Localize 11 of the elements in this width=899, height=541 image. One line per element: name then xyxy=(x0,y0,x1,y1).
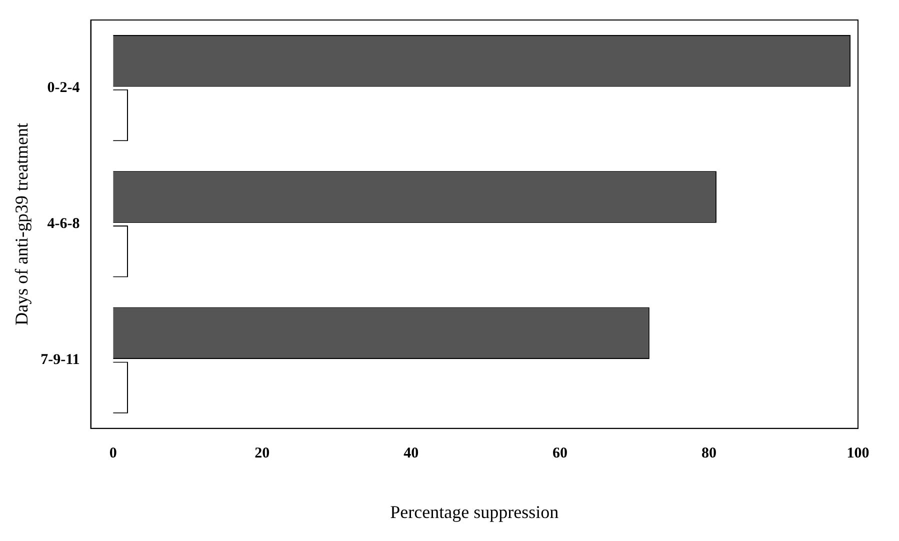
y-tick-label: 0-2-4 xyxy=(47,80,80,96)
x-axis-title: Percentage suppression xyxy=(390,502,559,522)
y-axis-title: Days of anti-gp39 treatment xyxy=(12,122,32,326)
y-tick-label: 7-9-11 xyxy=(40,352,80,368)
x-tick-label: 80 xyxy=(702,445,717,462)
x-tick-label: 20 xyxy=(254,445,270,462)
x-tick-label: 40 xyxy=(404,445,419,462)
x-tick-label: 0 xyxy=(109,445,117,462)
y-tick-label: 4-6-8 xyxy=(47,216,80,232)
x-tick-label: 100 xyxy=(846,445,870,462)
x-tick-label: 60 xyxy=(552,445,568,462)
